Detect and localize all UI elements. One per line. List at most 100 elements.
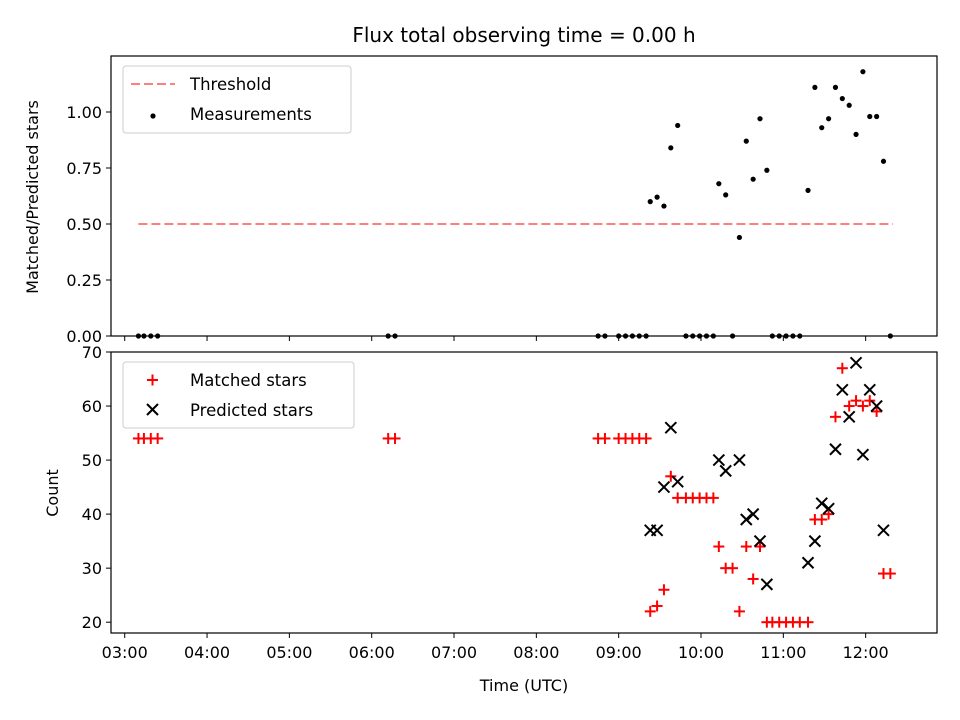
predicted-star-point	[760, 578, 774, 591]
matched-star-point	[665, 470, 677, 482]
measurement-point	[874, 113, 880, 120]
y-tick-label: 20	[82, 613, 102, 632]
measurement-point	[757, 116, 763, 122]
measurement-point	[723, 192, 729, 198]
measurement-point	[668, 145, 674, 151]
matched-star-point	[747, 573, 759, 585]
matched-star-point	[152, 432, 164, 444]
measurement-point	[853, 131, 859, 137]
predicted-star-point	[719, 464, 732, 478]
measurement-point	[819, 125, 825, 131]
x-tick-label: 06:00	[349, 643, 395, 662]
matched-legend-label: Matched stars	[190, 371, 307, 390]
measurement-point	[716, 181, 722, 187]
y-tick-label: 70	[82, 343, 102, 362]
predicted-star-point	[671, 475, 684, 488]
matched-star-point	[850, 395, 862, 407]
matched-star-point	[707, 492, 719, 504]
threshold-legend-label: Threshold	[189, 75, 271, 94]
count-y-axis-label: Count	[43, 469, 62, 517]
matched-star-point	[857, 400, 869, 412]
matched-star-point	[658, 584, 670, 596]
matched-star-point	[843, 400, 855, 412]
count-plot-frame	[110, 351, 938, 634]
ratio-y-axis-label: Matched/Predicted stars	[23, 100, 42, 294]
matched-star-point	[733, 605, 745, 617]
x-tick-label: 09:00	[596, 643, 642, 662]
measurement-point	[654, 194, 660, 200]
predicted-star-point	[877, 524, 890, 537]
predicted-star-point	[842, 410, 856, 424]
predicted-star-point	[822, 502, 835, 515]
matched-star-point	[754, 541, 766, 553]
measurement-point	[750, 176, 756, 182]
measurement-point	[839, 95, 845, 102]
predicted-star-point	[863, 383, 876, 397]
predicted-star-point	[801, 556, 815, 569]
y-tick-label: 30	[82, 559, 102, 578]
y-tick-label: 0.50	[66, 215, 102, 234]
count-x-axis-label: Time (UTC)	[479, 676, 568, 695]
x-tick-label: 10:00	[678, 643, 724, 662]
ratio-plot-frame	[110, 55, 938, 337]
y-tick-label: 40	[82, 505, 102, 524]
count-panel: Count Time (UTC) 03:00 04:00 05:00 06:00 07:…	[43, 343, 938, 695]
matched-star-point	[389, 432, 401, 444]
matched-star-point	[802, 616, 814, 628]
x-tick-label: 05:00	[266, 643, 312, 662]
matched-star-point	[713, 541, 725, 553]
y-tick-label: 0.00	[66, 327, 102, 346]
count-marks	[132, 356, 896, 628]
measurement-point	[846, 102, 852, 108]
count-legend: Matched stars Predicted stars	[122, 361, 355, 429]
matched-star-point	[727, 562, 739, 574]
predicted-star-point	[808, 534, 822, 548]
matched-star-point	[816, 514, 828, 526]
measurement-point	[832, 84, 839, 90]
predicted-star-point	[657, 480, 671, 494]
measurement-point	[661, 203, 667, 209]
matched-star-point	[644, 605, 656, 617]
measurement-point	[675, 122, 681, 129]
predicted-star-point	[746, 507, 760, 521]
measurement-point	[860, 69, 866, 75]
measurement-point	[812, 84, 818, 90]
ratio-axes: 0.00 0.25 0.50 0.75 1.00	[66, 103, 867, 346]
count-axes: 03:00 04:00 05:00 06:00 07:00 08:00 09:00 10:00…	[82, 343, 889, 662]
matched-star-point	[651, 600, 663, 612]
predicted-star-point	[650, 524, 664, 537]
measurement-point	[880, 158, 887, 164]
ratio-legend-box	[122, 65, 352, 134]
predicted-star-point	[733, 453, 746, 467]
y-tick-label: 1.00	[66, 103, 102, 122]
predicted-star-point	[836, 383, 849, 397]
predicted-legend-swatch	[146, 403, 159, 416]
matched-star-point	[884, 568, 896, 580]
matched-star-point	[599, 432, 611, 444]
x-tick-label: 12:00	[843, 643, 889, 662]
predicted-star-point	[740, 513, 753, 526]
x-tick-label: 04:00	[184, 643, 230, 662]
measurement-point	[826, 116, 832, 122]
matched-star-point	[640, 432, 652, 444]
y-tick-label: 0.75	[66, 159, 102, 178]
measurements-legend-swatch	[150, 113, 156, 119]
measurement-point	[867, 113, 873, 120]
chart-title: Flux total observing time = 0.00 h	[352, 23, 695, 47]
predicted-star-point	[849, 356, 863, 370]
matched-star-point	[871, 405, 883, 417]
x-tick-label: 11:00	[760, 643, 806, 662]
matched-legend-swatch	[147, 374, 158, 386]
predicted-star-point	[815, 497, 828, 510]
predicted-star-point	[856, 448, 870, 461]
x-tick-label: 07:00	[431, 643, 477, 662]
predicted-star-point	[829, 443, 842, 456]
measurement-point	[743, 138, 749, 144]
measurement-point	[736, 234, 743, 241]
ratio-panel: Flux total observing time = 0.00 h Match…	[23, 23, 938, 346]
matched-star-point	[823, 508, 835, 520]
x-tick-label: 08:00	[513, 643, 559, 662]
matched-star-point	[829, 411, 841, 423]
measurement-point	[805, 187, 811, 193]
